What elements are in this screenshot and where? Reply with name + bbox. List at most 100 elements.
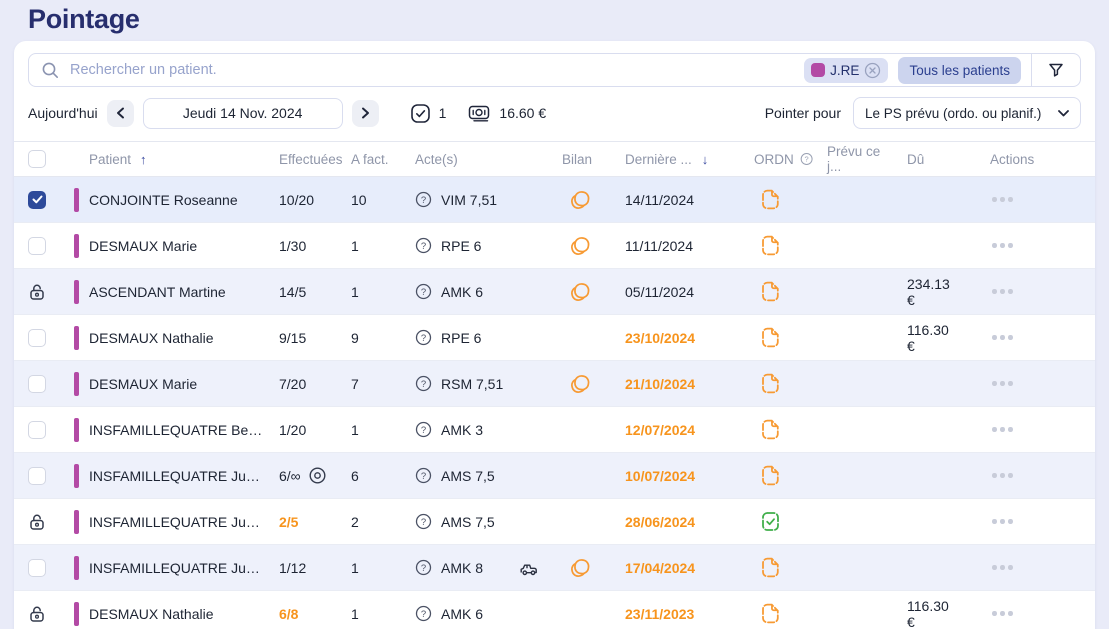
table-row[interactable]: DESMAUX Nathalie 6/8 1 ? AMK 6 23/11/202… (14, 591, 1095, 629)
table-body: CONJOINTE Roseanne 10/20 10 ? VIM 7,51 1… (14, 177, 1095, 629)
patient-name: INSFAMILLEQUATRE Bertra... (89, 422, 265, 438)
ordn-icon[interactable] (758, 371, 783, 396)
ordn-icon[interactable] (758, 279, 783, 304)
date-picker[interactable]: Jeudi 14 Nov. 2024 (143, 98, 343, 129)
row-actions-button[interactable] (990, 513, 1015, 530)
ordn-icon[interactable] (758, 417, 783, 442)
header-a-fact[interactable]: A fact. (337, 152, 401, 167)
derniere-date: 17/04/2024 (611, 560, 740, 576)
acte-help-icon[interactable]: ? (415, 421, 432, 438)
row-actions-button[interactable] (990, 559, 1015, 576)
a-facturer-value: 10 (337, 192, 401, 208)
header-effectuees[interactable]: Effectuées (265, 152, 337, 167)
pointer-select[interactable]: Le PS prévu (ordo. ou planif.) (853, 97, 1081, 129)
acte-help-icon[interactable]: ? (415, 375, 432, 392)
header-ordn[interactable]: ORDN (754, 152, 794, 167)
pointage-card: J.RE Tous les patients Aujourd'hui Jeudi… (14, 41, 1095, 629)
header-actes[interactable]: Acte(s) (401, 152, 546, 167)
select-all-checkbox[interactable] (28, 150, 46, 168)
bilan-icon[interactable] (566, 278, 593, 305)
acte-help-icon[interactable]: ? (415, 467, 432, 484)
derniere-date: 14/11/2024 (611, 192, 740, 208)
acte-help-icon[interactable]: ? (415, 237, 432, 254)
table-row[interactable]: INSFAMILLEQUATRE Jume... 1/12 1 ? AMK 8 … (14, 545, 1095, 591)
row-checkbox[interactable] (28, 467, 46, 485)
patients-table: Patient ↑ Effectuées A fact. Acte(s) Bil… (14, 141, 1095, 629)
bilan-icon[interactable] (566, 370, 593, 397)
bilan-icon[interactable] (566, 554, 593, 581)
derniere-date: 21/10/2024 (611, 376, 740, 392)
patient-name: DESMAUX Nathalie (89, 330, 214, 346)
ordn-icon[interactable] (758, 601, 783, 626)
table-header-row: Patient ↑ Effectuées A fact. Acte(s) Bil… (14, 141, 1095, 177)
row-checkbox[interactable] (28, 237, 46, 255)
checked-count-value: 1 (439, 105, 447, 121)
search-input[interactable] (60, 62, 804, 78)
acte-label: RPE 6 (441, 330, 481, 346)
table-row[interactable]: DESMAUX Nathalie 9/15 9 ? RPE 6 23/10/20… (14, 315, 1095, 361)
row-actions-button[interactable] (990, 283, 1015, 300)
today-label: Aujourd'hui (28, 105, 98, 121)
sort-desc-icon[interactable]: ↓ (702, 152, 709, 167)
table-row[interactable]: CONJOINTE Roseanne 10/20 10 ? VIM 7,51 1… (14, 177, 1095, 223)
next-day-button[interactable] (352, 100, 379, 127)
row-checkbox[interactable] (28, 559, 46, 577)
bilan-icon[interactable] (566, 186, 593, 213)
header-prevu[interactable]: Prévu ce j... (813, 144, 893, 174)
row-actions-button[interactable] (990, 605, 1015, 622)
ordn-icon[interactable] (758, 463, 783, 488)
row-actions-button[interactable] (990, 375, 1015, 392)
patient-color-bar (74, 602, 79, 626)
remove-user-filter-icon[interactable] (864, 62, 881, 79)
table-row[interactable]: DESMAUX Marie 1/30 1 ? RPE 6 11/11/2024 (14, 223, 1095, 269)
derniere-date: 11/11/2024 (611, 238, 740, 254)
row-actions-button[interactable] (990, 237, 1015, 254)
patient-name: DESMAUX Nathalie (89, 606, 214, 622)
row-checkbox[interactable] (28, 375, 46, 393)
acte-help-icon[interactable]: ? (415, 329, 432, 346)
row-checkbox-checked[interactable] (28, 191, 46, 209)
header-bilan[interactable]: Bilan (546, 152, 611, 167)
row-checkbox[interactable] (28, 421, 46, 439)
sort-asc-icon[interactable]: ↑ (140, 152, 147, 167)
acte-help-icon[interactable]: ? (415, 513, 432, 530)
table-row[interactable]: INSFAMILLEQUATRE Jume... 2/5 2 ? AMS 7,5… (14, 499, 1095, 545)
derniere-date: 28/06/2024 (611, 514, 740, 530)
ordn-icon[interactable] (758, 555, 783, 580)
acte-help-icon[interactable]: ? (415, 283, 432, 300)
table-row[interactable]: INSFAMILLEQUATRE Bertra... 1/20 1 ? AMK … (14, 407, 1095, 453)
filter-button[interactable] (1032, 54, 1080, 86)
patient-color-bar (74, 464, 79, 488)
header-derniere[interactable]: Dernière ... (625, 152, 692, 167)
acte-label: AMS 7,5 (441, 514, 495, 530)
du-amount: 234.13 € (893, 276, 976, 308)
row-actions-button[interactable] (990, 421, 1015, 438)
a-facturer-value: 7 (337, 376, 401, 392)
ordn-validated-icon[interactable] (758, 509, 783, 534)
user-filter-chip[interactable]: J.RE (804, 58, 888, 83)
acte-help-icon[interactable]: ? (415, 605, 432, 622)
search-icon (41, 61, 60, 80)
patient-name: ASCENDANT Martine (89, 284, 226, 300)
acte-help-icon[interactable]: ? (415, 191, 432, 208)
table-row[interactable]: DESMAUX Marie 7/20 7 ? RSM 7,51 21/10/20… (14, 361, 1095, 407)
row-actions-button[interactable] (990, 467, 1015, 484)
acte-help-icon[interactable]: ? (415, 559, 432, 576)
header-du[interactable]: Dû (893, 152, 976, 167)
row-checkbox[interactable] (28, 329, 46, 347)
help-icon[interactable]: ? (800, 151, 813, 167)
all-patients-button[interactable]: Tous les patients (898, 57, 1021, 84)
previous-day-button[interactable] (107, 100, 134, 127)
row-actions-button[interactable] (990, 191, 1015, 208)
bilan-icon[interactable] (566, 232, 593, 259)
ordn-icon[interactable] (758, 325, 783, 350)
row-actions-button[interactable] (990, 329, 1015, 346)
svg-text:?: ? (421, 379, 426, 390)
ordn-icon[interactable] (758, 187, 783, 212)
table-row[interactable]: INSFAMILLEQUATRE Jume... 6/∞ 6 ? AMS 7,5… (14, 453, 1095, 499)
ordn-icon[interactable] (758, 233, 783, 258)
header-patient[interactable]: Patient (89, 152, 131, 167)
table-row[interactable]: ASCENDANT Martine 14/5 1 ? AMK 6 05/11/2… (14, 269, 1095, 315)
car-icon (518, 558, 540, 577)
effectuees-value: 2/5 (279, 514, 298, 530)
